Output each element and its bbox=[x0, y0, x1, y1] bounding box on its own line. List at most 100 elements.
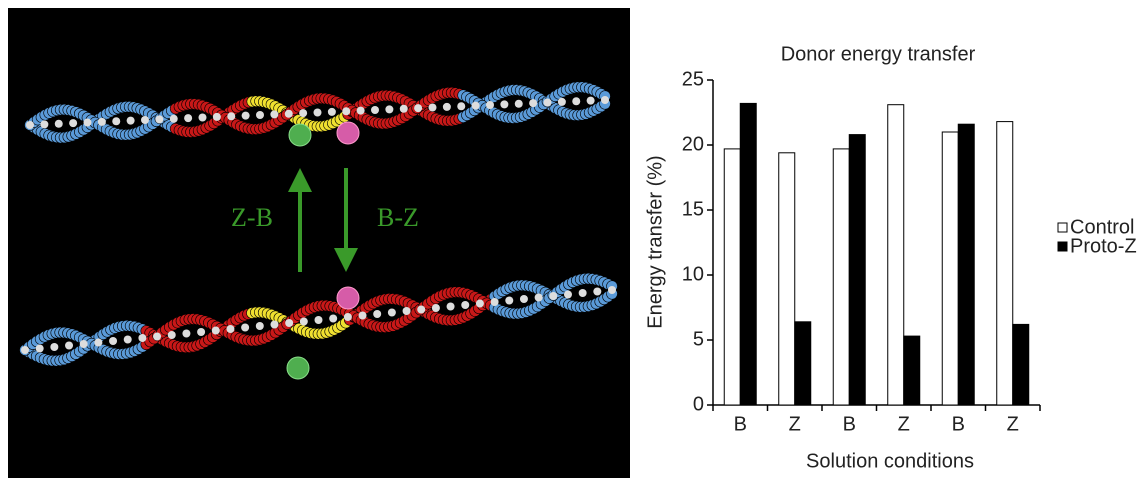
base bbox=[359, 312, 367, 320]
base bbox=[40, 120, 48, 128]
base bbox=[299, 109, 307, 117]
base bbox=[36, 345, 44, 353]
base bbox=[357, 107, 365, 115]
bar bbox=[833, 149, 849, 405]
acceptor-dye bbox=[337, 287, 359, 309]
base bbox=[98, 118, 106, 126]
y-tick-label: 10 bbox=[682, 263, 704, 285]
base bbox=[270, 321, 278, 329]
base bbox=[256, 322, 264, 330]
base bbox=[270, 110, 278, 118]
base bbox=[153, 333, 161, 341]
base bbox=[344, 313, 352, 321]
chart-title: Donor energy transfer bbox=[781, 43, 976, 65]
figure: Z-B B-Z Donor energy transfer Energy tra… bbox=[0, 0, 1138, 483]
x-tick-label: B bbox=[734, 413, 747, 435]
bar bbox=[795, 322, 811, 405]
transition-label: B-Z bbox=[377, 203, 419, 232]
base bbox=[127, 117, 135, 125]
base bbox=[241, 324, 249, 332]
base bbox=[529, 99, 537, 107]
base bbox=[21, 346, 29, 354]
y-axis-label: Energy transfer (%) bbox=[644, 155, 666, 328]
base bbox=[109, 337, 117, 345]
base bbox=[587, 97, 595, 105]
x-tick-label: B bbox=[952, 413, 965, 435]
base bbox=[80, 340, 88, 348]
base bbox=[226, 325, 234, 333]
bar bbox=[997, 122, 1013, 405]
base bbox=[608, 286, 616, 294]
base bbox=[417, 306, 425, 314]
illustration-background bbox=[8, 8, 630, 478]
base bbox=[472, 102, 480, 110]
base bbox=[447, 303, 455, 311]
base bbox=[69, 119, 77, 127]
bar bbox=[724, 149, 740, 405]
base bbox=[168, 331, 176, 339]
bar bbox=[779, 153, 795, 405]
base bbox=[520, 295, 528, 303]
x-tick-label: Z bbox=[1007, 413, 1019, 435]
base bbox=[549, 292, 557, 300]
bar bbox=[1013, 324, 1029, 405]
y-tick-label: 25 bbox=[682, 68, 704, 90]
base bbox=[138, 334, 146, 342]
base bbox=[328, 108, 336, 116]
base bbox=[457, 102, 465, 110]
base bbox=[242, 112, 250, 120]
base bbox=[50, 343, 58, 351]
y-tick-label: 5 bbox=[693, 328, 704, 350]
base bbox=[212, 327, 220, 335]
base bbox=[515, 100, 523, 108]
base bbox=[429, 104, 437, 112]
bar bbox=[740, 103, 756, 405]
transition-label: Z-B bbox=[231, 203, 273, 232]
base bbox=[197, 328, 205, 336]
base bbox=[285, 110, 293, 118]
base bbox=[213, 113, 221, 121]
base bbox=[385, 105, 393, 113]
page: Z-B B-Z Donor energy transfer Energy tra… bbox=[0, 0, 1138, 483]
legend-swatch bbox=[1058, 242, 1067, 251]
base bbox=[256, 111, 264, 119]
base bbox=[400, 105, 408, 113]
base bbox=[141, 116, 149, 124]
x-axis-label: Solution conditions bbox=[806, 450, 974, 472]
base bbox=[535, 294, 543, 302]
base bbox=[443, 103, 451, 111]
base bbox=[155, 115, 163, 123]
base bbox=[414, 104, 422, 112]
base bbox=[184, 114, 192, 122]
base bbox=[112, 117, 120, 125]
base bbox=[329, 315, 337, 323]
base bbox=[94, 339, 102, 347]
base bbox=[564, 291, 572, 299]
base bbox=[373, 310, 381, 318]
base bbox=[491, 298, 499, 306]
base bbox=[199, 114, 207, 122]
base bbox=[314, 109, 322, 117]
base bbox=[300, 318, 308, 326]
donor-dye bbox=[289, 124, 311, 146]
bar bbox=[904, 336, 920, 405]
base bbox=[601, 96, 609, 104]
base bbox=[285, 319, 293, 327]
base bbox=[476, 300, 484, 308]
x-tick-label: B bbox=[843, 413, 856, 435]
base bbox=[84, 119, 92, 127]
base bbox=[486, 101, 494, 109]
base bbox=[432, 304, 440, 312]
bar bbox=[888, 105, 904, 405]
base bbox=[579, 289, 587, 297]
base bbox=[371, 106, 379, 114]
donor-dye bbox=[287, 357, 309, 379]
base bbox=[55, 120, 63, 128]
base bbox=[461, 301, 469, 309]
base bbox=[26, 121, 34, 129]
base bbox=[182, 330, 190, 338]
legend-label: Proto-Z bbox=[1070, 235, 1137, 257]
acceptor-dye bbox=[337, 122, 359, 144]
base bbox=[65, 342, 73, 350]
y-tick-label: 15 bbox=[682, 198, 704, 220]
